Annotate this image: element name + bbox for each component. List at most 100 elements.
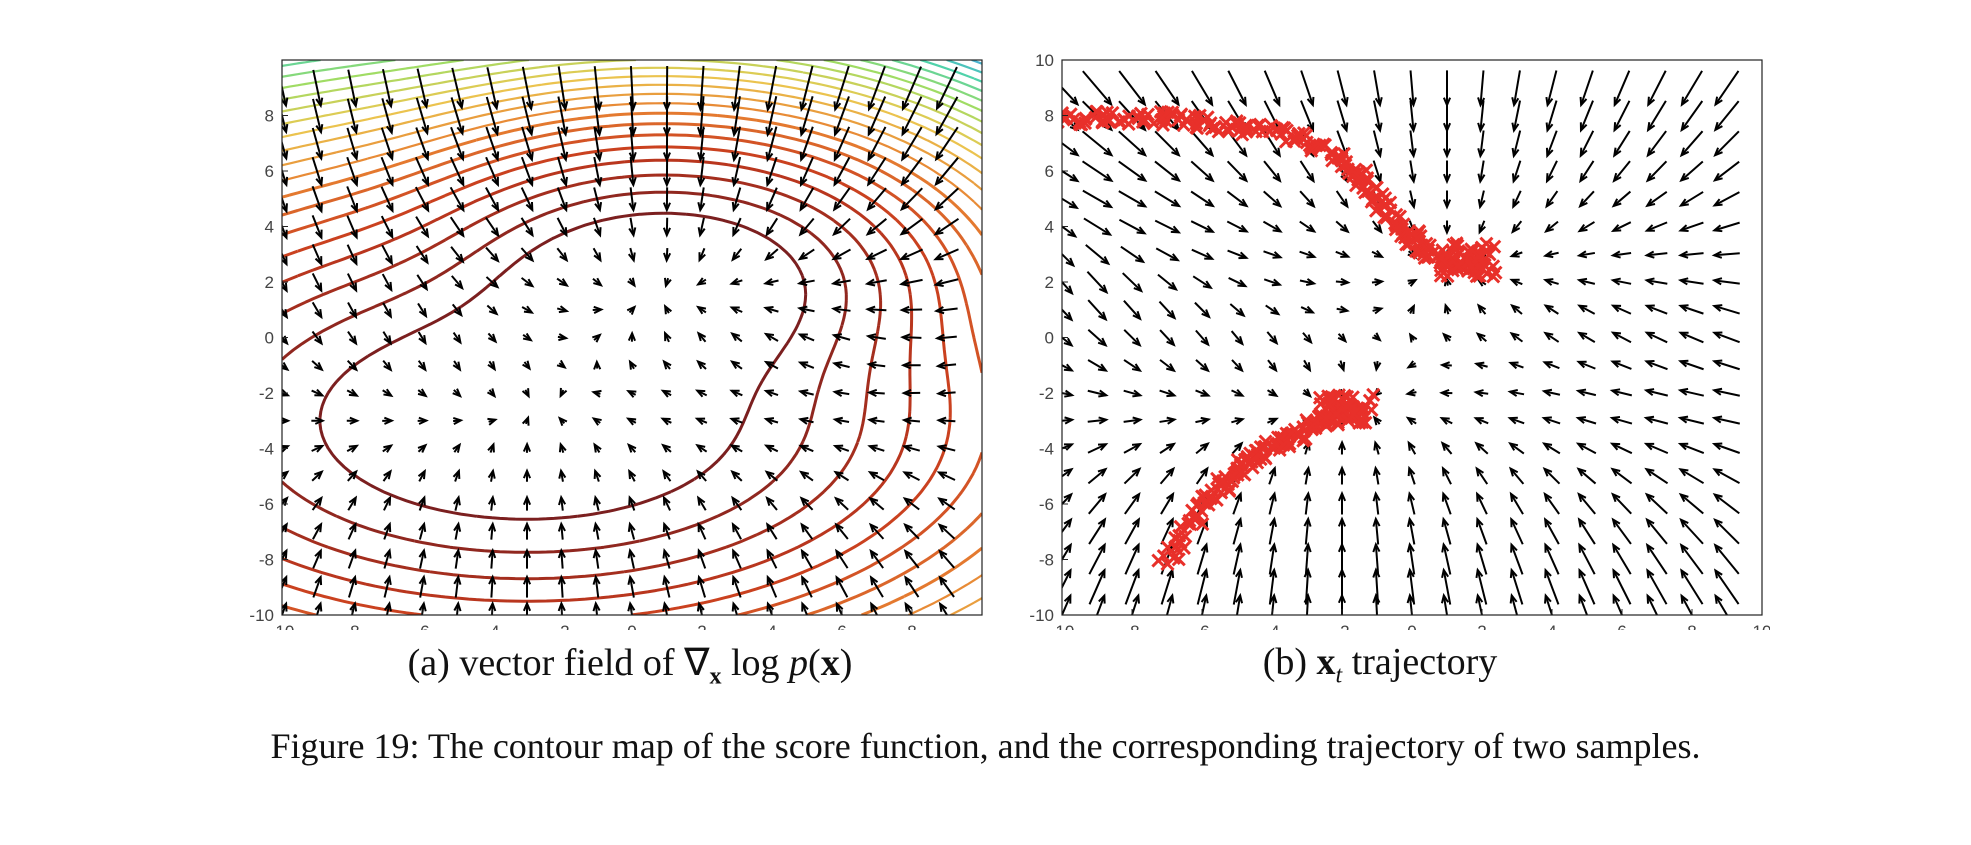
panel-b-vector-arrow (1646, 252, 1668, 257)
panel-b-vector-arrow-head (1131, 442, 1143, 451)
panel-b-vector-arrow-head (1166, 416, 1178, 425)
panel-b-vector-arrow-head (1374, 278, 1385, 287)
panel-a-vector-arrow (697, 523, 707, 540)
panel-b-vector-arrow-head (1511, 173, 1520, 184)
panel-a-vector-arrow (937, 363, 957, 368)
panel-b-vector-arrow-head (1612, 172, 1622, 183)
panel-b-vector-arrow (1714, 304, 1740, 315)
panel-b-vector-arrow-head (1200, 389, 1211, 397)
panel-a-vector-arrow-head (729, 444, 740, 453)
panel-a-vector-arrow-head (936, 444, 947, 453)
panel-a-vector-arrow-head (628, 151, 637, 163)
panel-b-vector-arrow (1612, 304, 1632, 315)
panel-b-vector-arrow (1062, 391, 1073, 397)
panel-b-vector-arrow (1196, 544, 1208, 575)
panel-a-vector-arrow-head (522, 600, 532, 612)
panel-b-vector-arrow (1062, 443, 1073, 450)
panel-b-vector-arrow-head (1711, 224, 1723, 233)
panel-a-vector-arrow (869, 471, 885, 482)
panel-b-vector-arrow (1713, 443, 1741, 454)
panel-b-vector-arrow (1680, 595, 1694, 615)
panel-a-vector-arrow-head (348, 335, 358, 346)
panel-b-vector-arrow-head (1098, 593, 1106, 604)
panel-b-vector-arrow (1578, 251, 1596, 257)
panel-a-vector-arrow-head (764, 251, 775, 262)
panel-b-vector-arrow-head (1407, 303, 1416, 315)
panel-a-vector-arrow (449, 216, 465, 237)
panel-b-vector-arrow (1263, 100, 1281, 131)
panel-a-y-tick-label: -2 (259, 384, 274, 403)
panel-a-quiver (282, 65, 960, 615)
panel-b-vector-arrow (1680, 160, 1704, 182)
panel-b-vector-arrow-head (1337, 333, 1348, 344)
panel-b-vector-arrow-head (1374, 147, 1383, 159)
panel-b-vector-arrow-head (1613, 96, 1622, 108)
panel-a-vector-arrow-head (593, 359, 602, 370)
panel-b-vector-arrow (1612, 544, 1632, 575)
panel-a-vector-arrow (663, 603, 669, 615)
panel-a-vector-arrow-head (557, 547, 566, 559)
panel-a-vector-arrow (697, 550, 707, 569)
panel-a-vector-arrow-head (383, 388, 394, 398)
panel-b-vector-arrow (1062, 197, 1078, 209)
panel-b-vector-arrow (1714, 595, 1729, 615)
panel-b-vector-arrow (1374, 595, 1379, 615)
panel-b-vector-arrow (1088, 493, 1106, 515)
panel-a-vector-arrow-head (763, 444, 775, 453)
panel-b-vector-arrow-head (1097, 467, 1108, 477)
panel-b-vector-arrow (1086, 271, 1108, 293)
panel-a-vector-arrow (485, 96, 499, 135)
panel-b-vector-arrow (1374, 544, 1380, 575)
panel-b-y-tick-label: -10 (1029, 606, 1054, 625)
panel-a-vector-arrow-head (902, 496, 913, 506)
panel-a-vector-arrow-head (593, 305, 604, 314)
panel-a-vector-arrow-head (799, 201, 808, 212)
panel-a-vector-arrow (835, 603, 844, 615)
panel-a-vector-arrow-head (697, 574, 705, 586)
panel-b-y-tick-label: -4 (1039, 440, 1054, 459)
panel-b-vector-arrow (1232, 544, 1242, 575)
panel-b-vector-arrow (1578, 332, 1596, 343)
panel-b-vector-arrow (1154, 160, 1180, 182)
panel-a-vector-arrow (594, 603, 599, 615)
panel-a-vector-arrow-head (560, 126, 569, 138)
panel-a-vector-arrow-head (833, 126, 842, 137)
panel-a-vector-arrow (556, 217, 568, 236)
panel-b-vector-arrow-head (1237, 279, 1248, 288)
panel-a-vector-arrow (935, 278, 959, 286)
panel-a-vector-arrow (732, 603, 739, 615)
panel-b-vector-arrow (1229, 303, 1245, 317)
panel-a-vector-arrow-head (314, 521, 323, 533)
panel-b-vector-arrow (1062, 595, 1072, 615)
panel-b-vector-arrow (1646, 360, 1668, 371)
panel-a-vector-arrow-head (798, 470, 810, 480)
panel-b-vector-arrow (1611, 442, 1633, 455)
panel-b-vector-arrow-head (1609, 388, 1621, 397)
panel-a-vector-arrow (282, 111, 288, 133)
panel-b-vector-arrow-head (1373, 361, 1382, 372)
panel-a-vector-arrow-head (456, 227, 465, 238)
panel-b-vector-arrow (1646, 221, 1668, 232)
panel-a-vector-arrow (935, 96, 959, 135)
panel-a-vector-arrow (699, 187, 705, 211)
panel-b-vector-arrow (1083, 217, 1111, 236)
panel-a-vector-arrow (765, 248, 779, 261)
panel-a-vector-arrow (282, 550, 288, 562)
panel-b-vector-arrow-head (1545, 198, 1554, 209)
panel-b-vector-arrow-head (1234, 335, 1245, 346)
panel-a-vector-arrow (938, 497, 956, 511)
panel-b-vector-arrow-head (1610, 250, 1621, 259)
trajectory-marker (1296, 126, 1311, 141)
panel-a-vector-arrow-head (798, 444, 809, 453)
panel-a-vector-arrow (490, 576, 494, 598)
panel-a-y-tick-label: -4 (259, 440, 274, 459)
panel-a-vector-arrow-head (385, 202, 394, 214)
panel-b-vector-arrow (1194, 301, 1210, 318)
panel-a-caption-paren-open: ( (808, 642, 821, 684)
panel-b-vector-arrow-head (1644, 224, 1655, 232)
panel-b-vector-arrow (1578, 279, 1596, 285)
panel-b-vector-arrow (1577, 417, 1597, 425)
panel-b-vector-arrow (1578, 304, 1596, 315)
panel-a-vector-arrow-head (695, 443, 706, 453)
panel-b-vector-arrow (1543, 417, 1561, 425)
